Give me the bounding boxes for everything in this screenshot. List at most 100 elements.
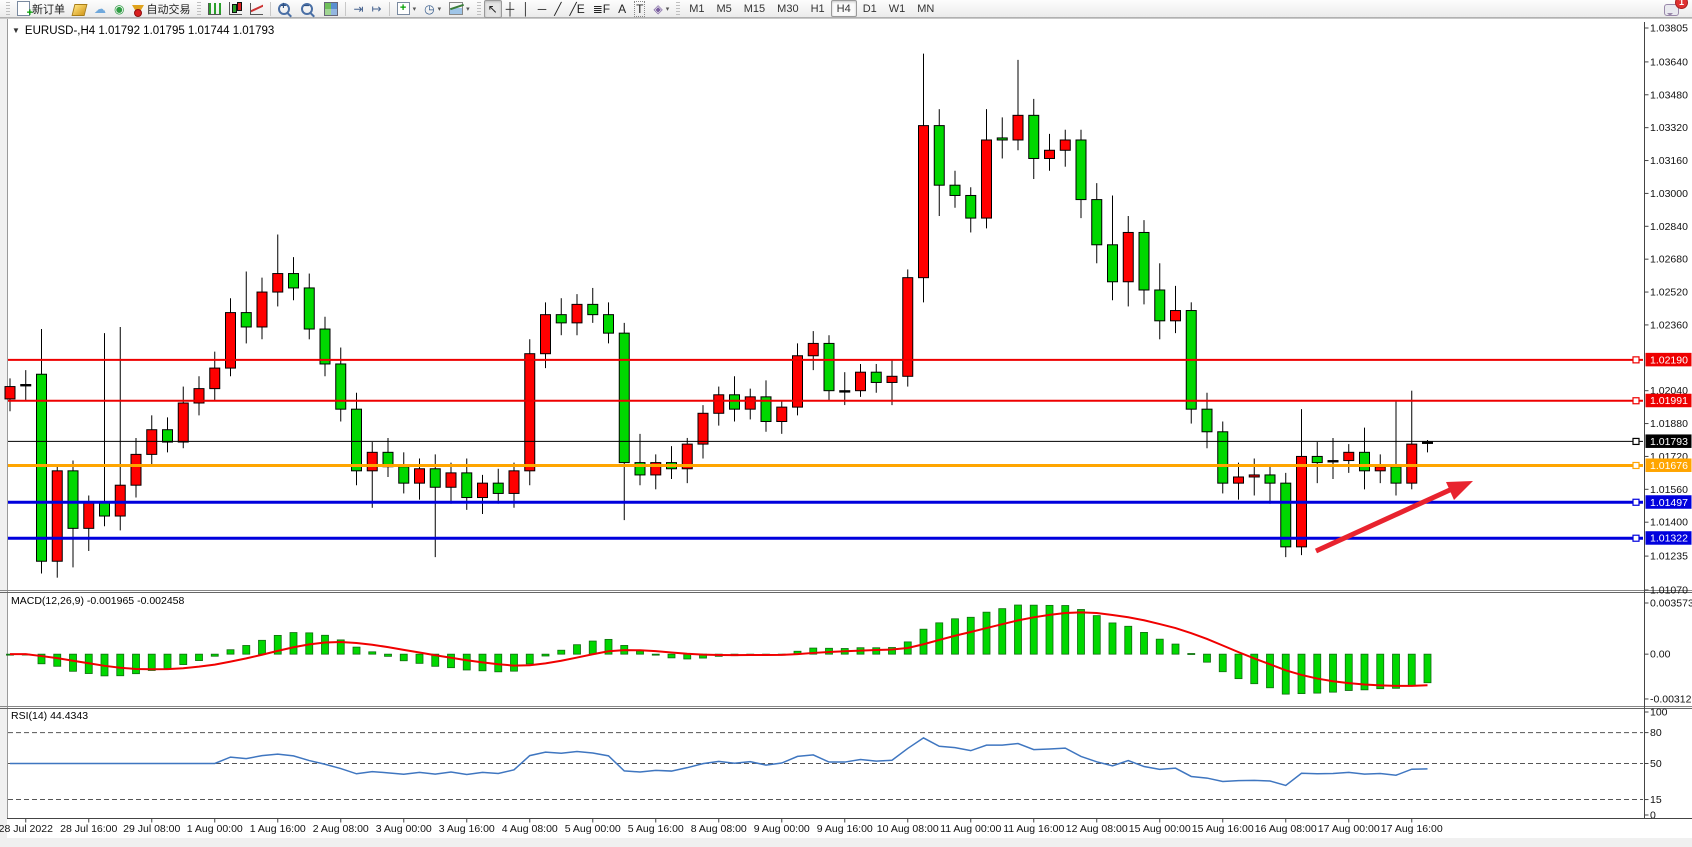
new-order-button[interactable]: 新订单 <box>13 0 69 19</box>
timeframe-h1-button[interactable]: H1 <box>810 2 825 15</box>
price-tick-label: 1.01400 <box>1650 517 1688 529</box>
macd-histogram-bar <box>163 653 172 669</box>
window-left-edge <box>0 18 7 842</box>
trend-arrow-shaft[interactable] <box>1314 486 1454 554</box>
candle-body <box>366 451 378 472</box>
candlestick-chart-button[interactable] <box>225 0 246 18</box>
macd-histogram-bar <box>289 632 298 655</box>
macd-histogram-bar <box>1061 605 1070 655</box>
equidistant-channel-button[interactable]: ╱E <box>565 0 588 18</box>
candle-body <box>681 443 693 470</box>
dropdown-caret-icon[interactable]: ▾ <box>412 5 417 13</box>
candle-body <box>981 139 992 219</box>
chevron-down-icon[interactable]: ▼ <box>12 26 20 35</box>
candle-body <box>477 482 488 499</box>
timeframe-m15-button[interactable]: M15 <box>743 2 766 15</box>
chart-area[interactable]: 1.03805 1.03640 1.03480 1.03320 1.03160 1.030… <box>0 18 1692 842</box>
text-label-button[interactable]: T <box>630 0 649 18</box>
toolbar-grip[interactable] <box>476 2 481 15</box>
timeframe-h4-button[interactable]: H4 <box>830 0 857 17</box>
candle-body <box>697 412 709 445</box>
chart-background <box>0 18 1692 842</box>
toolbar-grip[interactable] <box>676 2 681 15</box>
chat-icon <box>1664 3 1679 16</box>
autotrading-button[interactable]: 自动交易 <box>128 0 194 18</box>
resistance-line-1-handle[interactable] <box>1632 356 1640 364</box>
timeframe-d1-button[interactable]: D1 <box>862 2 877 15</box>
pivot-line-handle[interactable] <box>1632 461 1640 470</box>
chart-canvas[interactable]: 1.03805 1.03640 1.03480 1.03320 1.03160 1.030… <box>0 18 1692 842</box>
dropdown-caret-icon[interactable]: ▾ <box>437 5 442 13</box>
line-chart-button[interactable] <box>246 0 267 18</box>
zoom-in-button[interactable]: + <box>274 0 297 18</box>
time-tick-label: 5 Aug 00:00 <box>565 823 621 835</box>
timeframe-m1-button[interactable]: M1 <box>689 2 705 15</box>
candlestick-chart-icon <box>229 2 243 15</box>
trend-arrow-head[interactable] <box>1446 481 1473 500</box>
templates-button[interactable]: ▾ <box>445 0 474 18</box>
candle-body <box>445 472 457 488</box>
signals-button[interactable]: ◉ <box>110 0 128 18</box>
candle-body <box>51 470 63 562</box>
indicators-icon <box>396 2 410 15</box>
macd-histogram-bar <box>273 634 282 655</box>
macd-histogram-bar <box>69 653 77 672</box>
trendline-button[interactable]: ╱ <box>550 0 565 18</box>
candle-body <box>996 137 1008 141</box>
candle-body <box>1422 441 1433 444</box>
candle-body <box>870 371 882 383</box>
dropdown-caret-icon[interactable]: ▾ <box>665 5 670 13</box>
candle-body <box>1359 451 1370 472</box>
timeframe-w1-button[interactable]: W1 <box>888 2 906 15</box>
indicators-button[interactable]: ▾ <box>393 0 421 18</box>
price-tick-label: 1.02360 <box>1650 319 1688 331</box>
macd-histogram-bar <box>258 639 266 655</box>
toolbar-grip[interactable] <box>197 2 202 15</box>
toolbar: 新订单☁◉自动交易+−⇥↦▾◷▾▾↖┼│─╱╱E≣FAT◈▾M1M5M15M30… <box>0 0 1692 19</box>
macd-histogram-bar <box>998 608 1007 655</box>
tile-windows-button[interactable] <box>320 0 342 18</box>
macd-histogram-bar <box>1234 653 1243 680</box>
toolbar-grip[interactable] <box>6 2 10 15</box>
support-line-2-handle[interactable] <box>1632 534 1640 542</box>
shapes-button[interactable]: ◈ ▾ <box>649 0 673 18</box>
search-button[interactable] <box>1644 0 1652 18</box>
current-price-line-handle[interactable] <box>1632 437 1640 446</box>
bar-chart-button[interactable] <box>204 0 225 18</box>
time-tick-label: 11 Aug 00:00 <box>940 823 1001 835</box>
vertical-line-button[interactable]: │ <box>518 0 534 18</box>
crosshair-button[interactable]: ┼ <box>502 0 519 18</box>
macd-histogram-bar <box>415 653 424 664</box>
support-line-1-handle[interactable] <box>1632 498 1640 506</box>
price-tick-label: 1.01880 <box>1650 418 1688 430</box>
chart-shift-button[interactable]: ↦ <box>368 0 386 18</box>
timeframe-mn-button[interactable]: MN <box>917 2 935 15</box>
chat-button[interactable]: 1 <box>1660 0 1688 18</box>
macd-pane[interactable] <box>6 604 1432 695</box>
candle-body <box>99 501 110 517</box>
auto-scroll-button[interactable]: ⇥ <box>349 0 367 18</box>
price-tick-label: 1.01235 <box>1650 551 1688 563</box>
fibonacci-button[interactable]: ≣F <box>589 0 614 18</box>
community-button[interactable]: ☁ <box>90 0 110 18</box>
macd-histogram-bar <box>53 653 62 667</box>
time-tick-label: 9 Aug 16:00 <box>817 823 873 835</box>
periods-button[interactable]: ◷ ▾ <box>420 0 445 18</box>
rsi-tick-label: 15 <box>1650 794 1662 806</box>
resistance-line-2-handle[interactable] <box>1632 397 1640 405</box>
timeframe-m5-button[interactable]: M5 <box>716 2 732 15</box>
text-button[interactable]: A <box>614 0 630 18</box>
timeframe-m30-button[interactable]: M30 <box>777 2 799 15</box>
candle-body <box>918 125 929 279</box>
main-chart-pane[interactable] <box>4 53 1433 578</box>
cursor-button[interactable]: ↖ <box>483 0 502 18</box>
price-tick-label: 1.02520 <box>1650 287 1688 299</box>
dropdown-caret-icon[interactable]: ▾ <box>466 5 470 13</box>
periods-icon: ◷ <box>424 1 435 16</box>
candle-body <box>807 342 819 357</box>
candle-body <box>256 291 268 328</box>
horizontal-line-button[interactable]: ─ <box>534 0 551 18</box>
zoom-out-button[interactable]: − <box>297 0 320 18</box>
publish-button[interactable] <box>69 0 90 18</box>
macd-histogram-bar <box>1171 643 1180 655</box>
